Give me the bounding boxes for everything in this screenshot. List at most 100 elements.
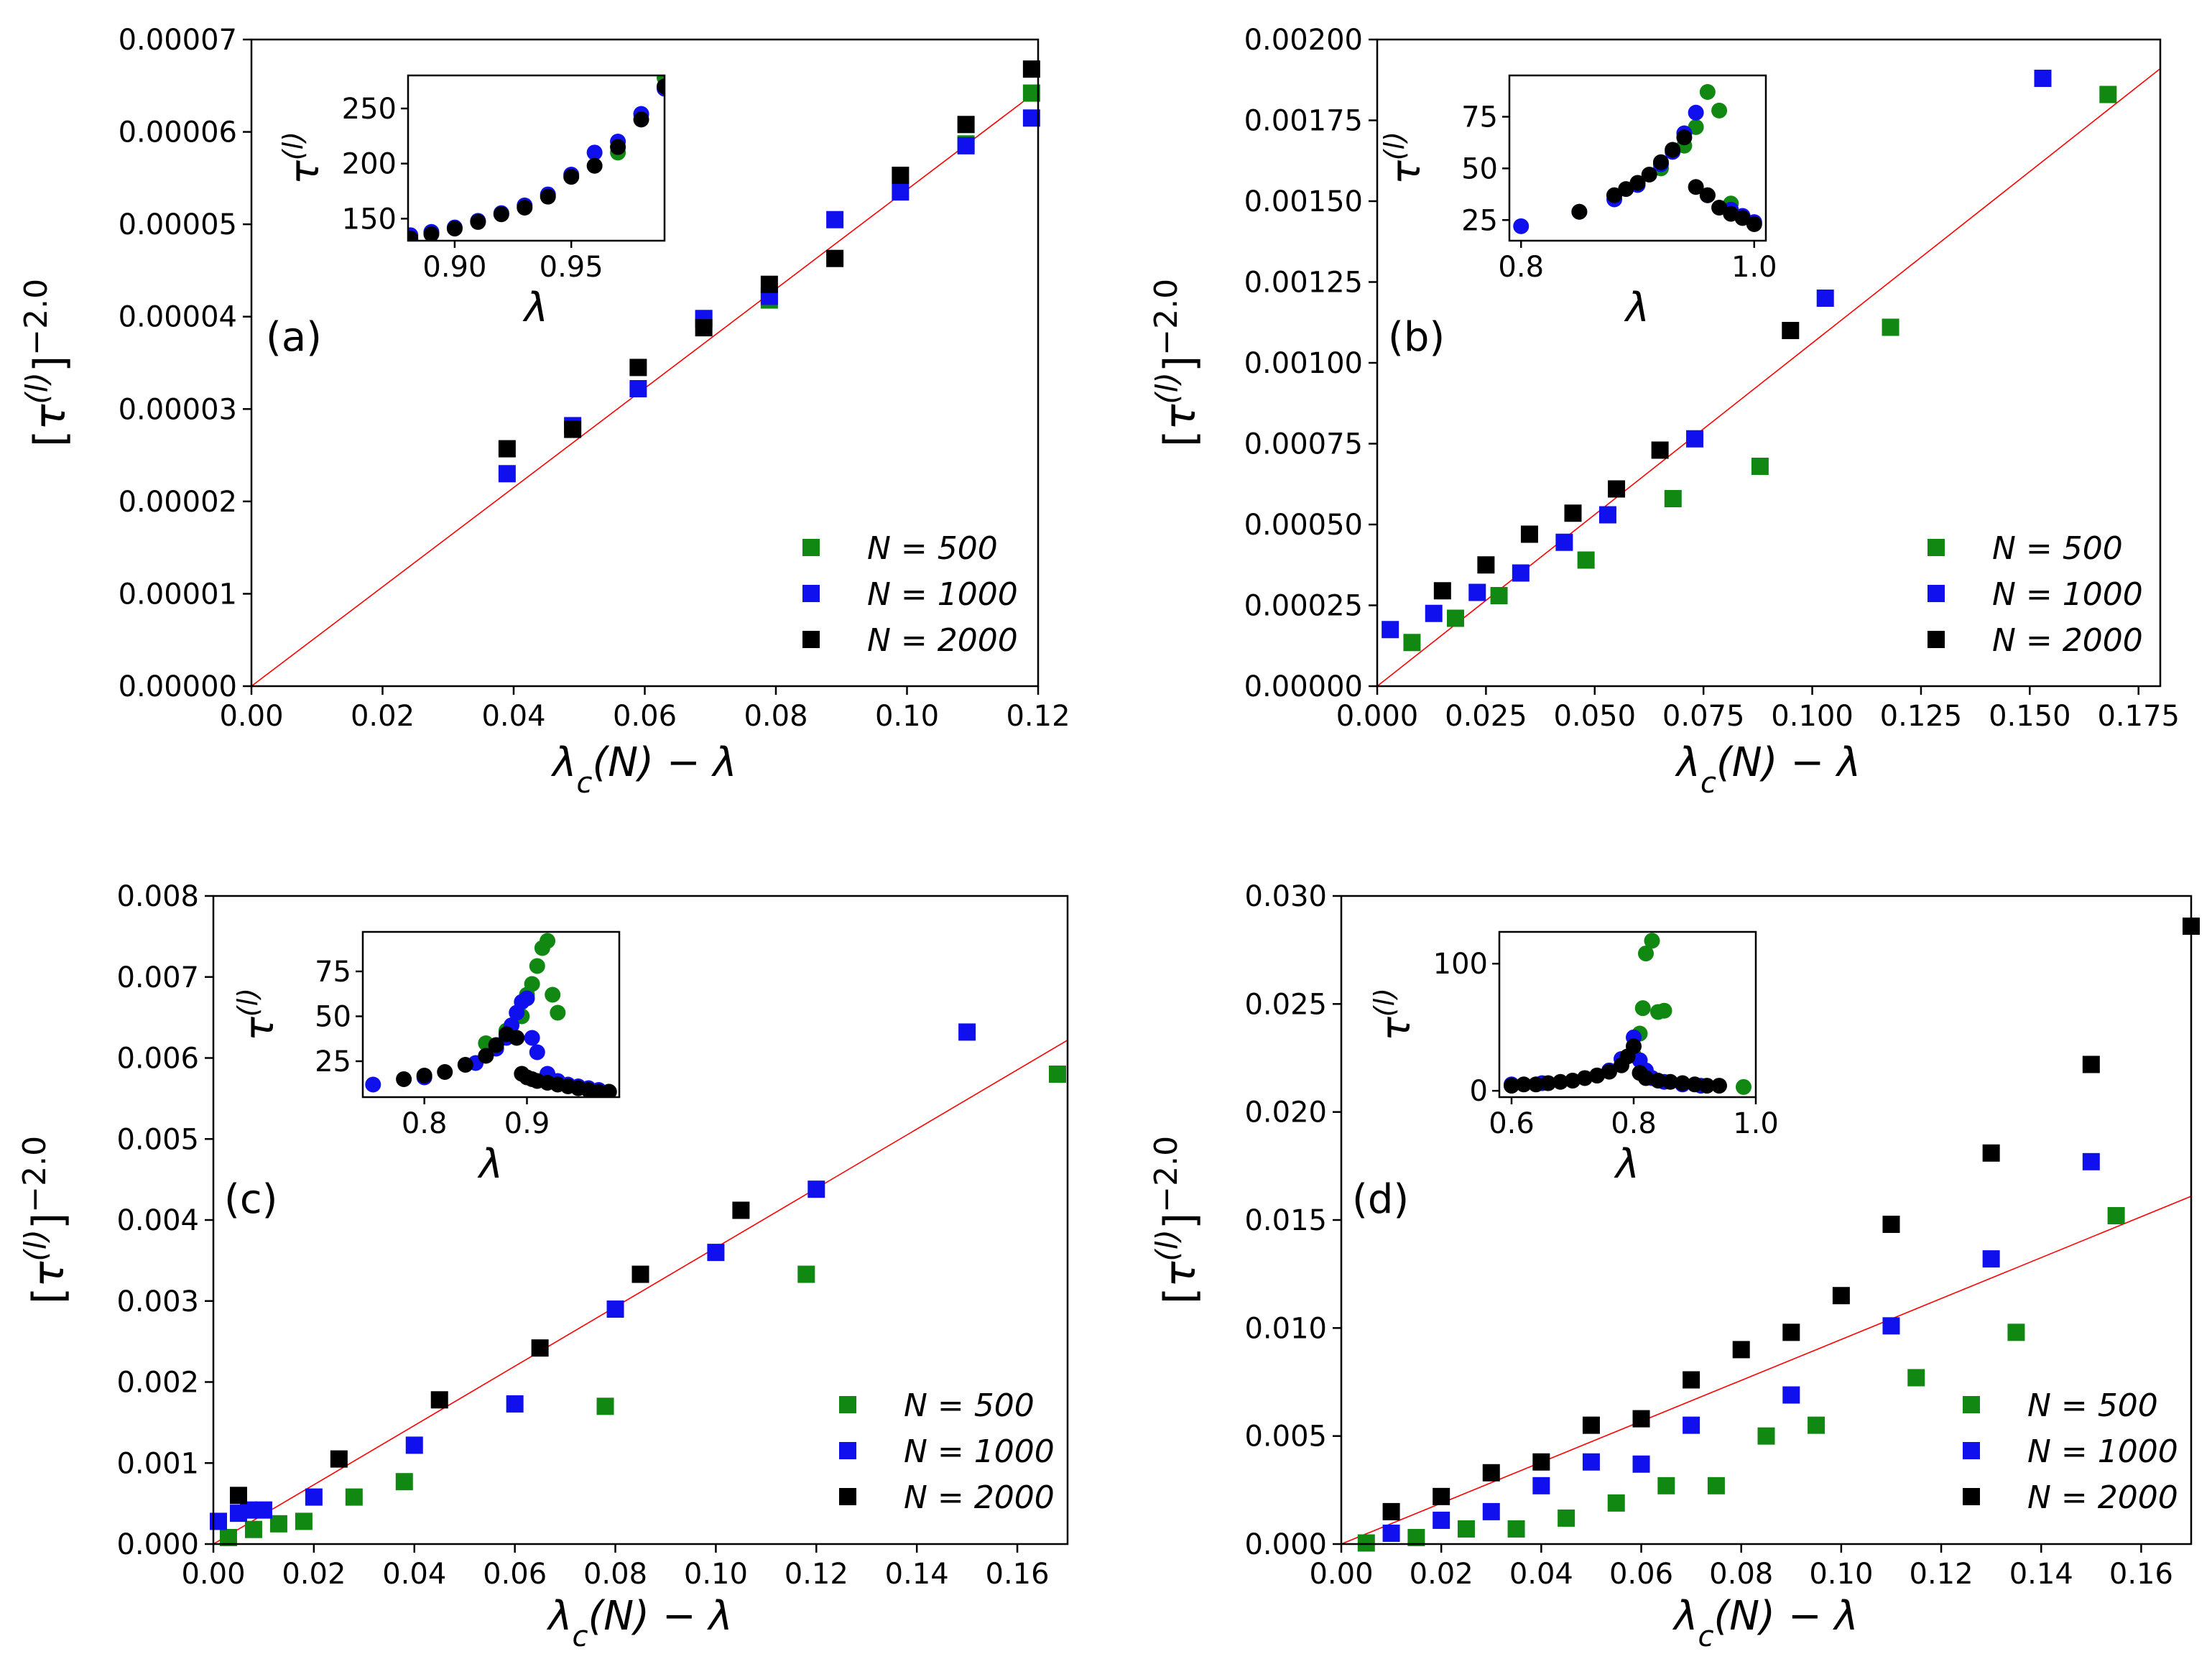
data-point-n500 bbox=[1507, 1520, 1525, 1538]
y-tick-label: 0.025 bbox=[1244, 988, 1327, 1021]
inset-y-label-part: τ bbox=[1383, 160, 1430, 185]
x-tick-label: 0.06 bbox=[483, 1558, 547, 1591]
inset-y-tick-label: 50 bbox=[315, 1001, 351, 1034]
data-point-n1000 bbox=[1686, 430, 1704, 448]
data-point-n500 bbox=[269, 1515, 287, 1533]
data-point-n2000 bbox=[957, 116, 975, 134]
data-point-n1000 bbox=[957, 137, 975, 154]
data-point-n1000 bbox=[1816, 290, 1834, 307]
legend-marker bbox=[802, 539, 820, 556]
y-axis-label-part: (l) bbox=[19, 372, 55, 404]
inset-point-n2000 bbox=[1734, 210, 1751, 226]
inset-point-n2000 bbox=[1665, 142, 1681, 158]
inset-point-n2000 bbox=[1687, 1076, 1703, 1093]
y-tick-label: 0.003 bbox=[116, 1285, 199, 1318]
data-point-n2000 bbox=[892, 167, 910, 184]
data-point-n2000 bbox=[1632, 1410, 1650, 1428]
data-point-n2000 bbox=[498, 440, 516, 458]
y-axis-label-part: ] bbox=[1155, 1213, 1206, 1229]
inset-point-n2000 bbox=[610, 139, 626, 155]
inset-point-n2000 bbox=[657, 78, 665, 95]
inset-point-n1000 bbox=[365, 1076, 381, 1093]
x-tick-label: 0.08 bbox=[744, 700, 807, 733]
data-point-n1000 bbox=[2034, 70, 2052, 87]
inset-point-n2000 bbox=[396, 1071, 412, 1087]
data-point-n1000 bbox=[405, 1436, 423, 1454]
data-point-n1000 bbox=[1555, 533, 1573, 551]
inset-point-n2000 bbox=[416, 1068, 432, 1083]
fit-line bbox=[213, 1040, 1068, 1544]
inset-point-n2000 bbox=[1516, 1076, 1532, 1093]
inset-point-n2000 bbox=[1552, 1073, 1568, 1090]
x-tick-label: 0.08 bbox=[1709, 1558, 1773, 1591]
inset-point-n2000 bbox=[488, 1037, 504, 1053]
inset-point-n2000 bbox=[1711, 1078, 1727, 1094]
y-tick-label: 0.020 bbox=[1244, 1096, 1327, 1129]
y-tick-label: 0.002 bbox=[116, 1367, 199, 1400]
data-point-n500 bbox=[345, 1488, 363, 1506]
y-tick-label: 0.015 bbox=[1244, 1204, 1327, 1237]
y-tick-label: 0.006 bbox=[116, 1043, 199, 1076]
x-tick-label: 0.02 bbox=[351, 700, 415, 733]
y-axis-label-part: −2.0 bbox=[1148, 1136, 1185, 1213]
data-point-n500 bbox=[1707, 1477, 1725, 1494]
y-tick-label: 0.00003 bbox=[119, 393, 237, 426]
data-point-n1000 bbox=[305, 1488, 323, 1506]
legend-label: N = 1000 bbox=[904, 1433, 1055, 1470]
data-point-n1000 bbox=[1782, 1386, 1800, 1404]
y-axis-label-part: [ bbox=[24, 1288, 74, 1304]
y-tick-label: 0.00000 bbox=[119, 670, 237, 703]
inset-point-n2000 bbox=[1528, 1076, 1544, 1093]
data-point-n1000 bbox=[1582, 1453, 1600, 1471]
y-tick-label: 0.000 bbox=[116, 1528, 199, 1561]
inset-y-tick-label: 25 bbox=[1461, 204, 1498, 237]
data-point-n500 bbox=[1577, 551, 1595, 569]
data-point-n500 bbox=[1907, 1369, 1925, 1387]
y-tick-label: 0.004 bbox=[116, 1204, 199, 1237]
legend-label: N = 2000 bbox=[867, 622, 1018, 659]
x-axis-label-part: λ bbox=[1675, 739, 1700, 786]
inset-point-n2000 bbox=[437, 1064, 453, 1080]
inset-x-tick-label: 0.9 bbox=[504, 1107, 550, 1140]
data-point-n2000 bbox=[1982, 1144, 2000, 1162]
y-tick-label: 0.005 bbox=[116, 1123, 199, 1156]
inset-point-n2000 bbox=[1565, 1073, 1581, 1089]
data-point-n1000 bbox=[1512, 564, 1530, 582]
x-axis-label-part: (N) − λ bbox=[1713, 1593, 1858, 1640]
inset-point-n2000 bbox=[493, 206, 509, 223]
data-point-n1000 bbox=[807, 1180, 825, 1198]
data-point-n1000 bbox=[1632, 1455, 1650, 1473]
x-tick-label: 0.16 bbox=[986, 1558, 1050, 1591]
inset-point-n500 bbox=[1656, 1002, 1672, 1019]
y-tick-label: 0.00050 bbox=[1244, 509, 1363, 542]
data-point-n1000 bbox=[958, 1023, 976, 1041]
data-point-n2000 bbox=[1782, 1323, 1800, 1341]
x-tick-label: 0.12 bbox=[785, 1558, 848, 1591]
data-point-n1000 bbox=[1598, 506, 1616, 524]
y-tick-label: 0.00002 bbox=[119, 486, 237, 519]
inset-point-n500 bbox=[1644, 933, 1660, 949]
inset-y-label-part: (l) bbox=[277, 131, 309, 160]
inset-x-label: λ bbox=[477, 1141, 503, 1188]
data-point-n1000 bbox=[707, 1244, 725, 1262]
data-point-n500 bbox=[1457, 1520, 1475, 1538]
inset-y-tick-label: 150 bbox=[342, 203, 397, 236]
data-point-n500 bbox=[295, 1512, 313, 1530]
y-tick-label: 0.00004 bbox=[119, 301, 237, 334]
data-point-n2000 bbox=[760, 275, 778, 293]
inset-x-tick-label: 0.6 bbox=[1489, 1107, 1535, 1140]
y-axis-label-part: τ bbox=[1155, 404, 1206, 430]
x-axis-label-part: λ bbox=[550, 739, 576, 786]
legend-marker bbox=[1928, 585, 1945, 602]
x-axis-label: λc(N) − λ bbox=[546, 1593, 732, 1653]
inset-point-n2000 bbox=[1650, 1073, 1666, 1089]
inset-frame bbox=[1508, 74, 1767, 242]
data-point-n2000 bbox=[1608, 480, 1626, 498]
data-point-n500 bbox=[1751, 458, 1769, 475]
panel-c: 0.00 0.02 0.04 0.06 0.08 0.10 0.12 0.14 0.16 0.00… bbox=[17, 880, 1069, 1653]
y-axis-label-part: ] bbox=[25, 356, 75, 372]
data-point-n2000 bbox=[1520, 525, 1538, 543]
y-tick-label: 0.00007 bbox=[119, 24, 237, 57]
data-point-n500 bbox=[1657, 1477, 1675, 1494]
data-point-n2000 bbox=[826, 249, 844, 267]
